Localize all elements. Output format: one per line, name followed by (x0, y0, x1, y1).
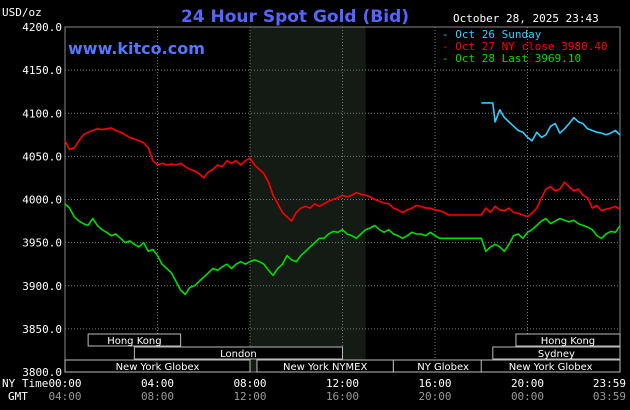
session-label: New York NYMEX (283, 362, 368, 373)
series-line-0 (481, 102, 621, 142)
y-tick-label: 4050.0 (22, 150, 62, 163)
y-ticks-group: 3800.0 3850.0 3900.0 3950.0 4000.0 4050.0 4100… (22, 21, 62, 379)
session-label: Hong Kong (541, 336, 595, 347)
x-tick-label-ny: 16:00 (418, 377, 451, 390)
x-tick-label-gmt: 12:00 (233, 390, 266, 403)
legend-label-oct28: Oct 28 Last 3969.10 (455, 52, 581, 65)
y-tick-label: 3950.0 (22, 237, 62, 250)
y-tick-label: 4150.0 (22, 64, 62, 77)
session-label: London (220, 349, 257, 360)
grid (64, 26, 621, 373)
session-label: New York Globex (509, 362, 593, 373)
session-box (492, 346, 621, 360)
x-tick-label-ny: 23:59 (593, 377, 626, 390)
x-tick-label-ny: 20:00 (511, 377, 544, 390)
legend-item-oct28: - Oct 28 Last 3969.10 (442, 52, 581, 65)
y-tick-label: 3850.0 (22, 323, 62, 336)
session-label: New York Globex (116, 362, 200, 373)
session-label: Sydney (538, 349, 575, 360)
y-tick-label: 4100.0 (22, 107, 62, 120)
x-tick-label-ny: 00:00 (48, 377, 81, 390)
timestamp: October 28, 2025 23:43 (453, 12, 599, 25)
market-hours-highlight (250, 27, 366, 372)
x-tick-label-gmt: 08:00 (141, 390, 174, 403)
session-box (64, 359, 251, 373)
session-box (480, 359, 621, 373)
series-line-1 (64, 127, 621, 222)
legend-item-oct27: - Oct 27 NY close 3980.40 (442, 40, 608, 53)
chart-title: 24 Hour Spot Gold (Bid) (181, 7, 409, 27)
y-tick-label: 4200.0 (22, 21, 62, 34)
x-tick-label-ny: 04:00 (141, 377, 174, 390)
legend: - Oct 26 Sunday - Oct 27 NY close 3980.4… (442, 28, 608, 65)
y-tick-label: 4000.0 (22, 194, 62, 207)
ny-time-label: NY Time (2, 377, 48, 390)
x-tick-label-gmt: 16:00 (326, 390, 359, 403)
x-tick-label-gmt: 04:00 (48, 390, 81, 403)
session-label: Hong Kong (107, 336, 161, 347)
x-ticks-group: 00:0004:0004:0008:0008:0012:0012:0016:00… (48, 377, 626, 403)
y-tick-label: 3900.0 (22, 280, 62, 293)
session-box (133, 346, 343, 360)
sessions-group: Hong Kong London New York Globex New York N… (64, 333, 621, 373)
x-tick-label-gmt: 00:00 (511, 390, 544, 403)
y-unit-label: USD/oz (2, 6, 42, 19)
legend-item-oct26: - Oct 26 Sunday (442, 28, 542, 41)
series-group (64, 102, 621, 296)
x-tick-label-gmt: 20:00 (418, 390, 451, 403)
x-tick-label-ny: 08:00 (233, 377, 266, 390)
legend-label-oct26: Oct 26 Sunday (455, 28, 541, 41)
x-tick-label-ny: 12:00 (326, 377, 359, 390)
legend-label-oct27: Oct 27 NY close 3980.40 (455, 40, 607, 53)
session-box (515, 333, 621, 347)
series-line-2 (64, 203, 621, 296)
session-box (87, 333, 182, 347)
session-label: NY Globex (417, 362, 469, 373)
y-tick-label: 3800.0 (22, 366, 62, 379)
x-tick-label-gmt: 03:59 (593, 390, 626, 403)
site-watermark: www.kitco.com (68, 39, 205, 58)
gmt-label: GMT (8, 390, 28, 403)
